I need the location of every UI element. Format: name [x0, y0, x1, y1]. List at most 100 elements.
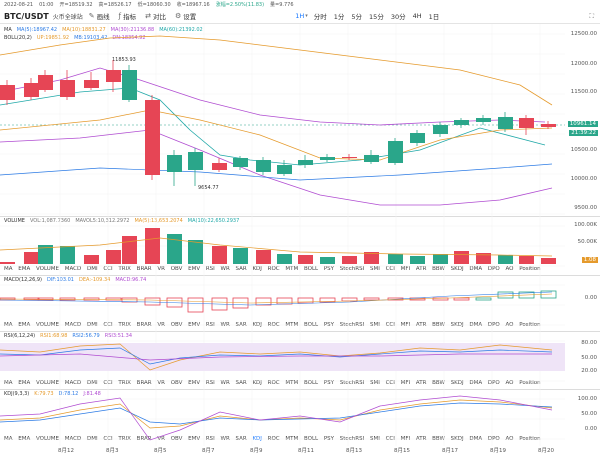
indicator-tab[interactable]: EMA [18, 266, 31, 272]
indicator-tab[interactable]: MA [4, 266, 13, 272]
indicator-tab[interactable]: WR [220, 266, 230, 272]
indicator-tab[interactable]: EMV [188, 266, 201, 272]
timeframe-15m[interactable]: 15分 [369, 13, 384, 21]
indicator-tab[interactable]: KDJ [252, 380, 262, 386]
indicator-tab[interactable]: RSI [205, 266, 215, 272]
indicator-tab[interactable]: DMI [86, 266, 98, 272]
timeframe-line[interactable]: 分时 [313, 13, 327, 21]
indicator-tab[interactable]: ROC [267, 380, 280, 386]
time-axis-label: 8月12 [58, 448, 74, 454]
indicator-tab[interactable]: SMI [369, 266, 380, 272]
indicator-tab[interactable]: MTM [285, 266, 299, 272]
ma-legend: MA MA(5):18967.42 MA(10):18831.27 MA(30)… [4, 27, 203, 33]
indicator-tab[interactable]: SKDJ [450, 266, 464, 272]
draw-button[interactable]: ✎ 画线 [89, 11, 110, 21]
indicator-tab[interactable]: PSY [323, 266, 335, 272]
indicator-tab[interactable]: StochRSI [339, 380, 365, 386]
indicator-tab[interactable]: VOLUME [35, 266, 59, 272]
volume-bar [541, 258, 556, 264]
indicator-tab[interactable]: MFI [400, 380, 411, 386]
last-price-tag: 10961.14 [567, 121, 598, 127]
indicator-tab[interactable]: VR [157, 266, 165, 272]
indicator-tab[interactable]: EMV [188, 380, 201, 386]
indicator-tab[interactable]: CCI [385, 380, 395, 386]
vol-axis-label: 50.00K [577, 239, 597, 245]
indicator-tab[interactable]: DPO [487, 380, 500, 386]
time-axis-label: 8月9 [250, 448, 263, 454]
ma-legend-name: MA [4, 27, 12, 33]
indicator-tab[interactable]: DMA [469, 380, 483, 386]
indicator-tab[interactable]: SKDJ [450, 380, 464, 386]
indicator-tab[interactable]: BBW [432, 266, 445, 272]
indicator-tab[interactable]: ATR [415, 266, 427, 272]
indicator-tab[interactable]: RSI [205, 380, 215, 386]
indicator-tab[interactable]: StochRSI [339, 266, 365, 272]
indicator-tab[interactable]: WR [220, 380, 230, 386]
indicator-tab[interactable]: CCI [385, 266, 395, 272]
indicator-tab[interactable]: KDJ [252, 266, 262, 272]
settings-button-label: 设置 [183, 13, 197, 21]
indicator-tab[interactable]: PSY [323, 380, 335, 386]
indicator-tab[interactable]: MFI [400, 266, 411, 272]
exchange-name[interactable]: 火币全球站 [52, 13, 83, 21]
macd-bar [453, 297, 470, 301]
indicator-tab[interactable]: SMI [369, 380, 380, 386]
macd-bar [276, 297, 293, 305]
boll-upper-line [0, 35, 553, 106]
indicator-tab[interactable]: OBV [170, 266, 183, 272]
timeframe-1h[interactable]: 1H [295, 12, 305, 20]
indicator-tab[interactable]: OBV [170, 380, 183, 386]
info-change: 涨幅=2.50%(11.83) [215, 2, 265, 8]
macd-bar [144, 297, 161, 306]
indicator-tab[interactable]: VR [157, 380, 165, 386]
settings-button[interactable]: ⚙ 设置 [175, 11, 196, 21]
indicator-tab[interactable]: TRIX [118, 266, 131, 272]
indicator-tab[interactable]: Position [519, 266, 541, 272]
indicator-tab[interactable]: BRAR [136, 266, 152, 272]
boll-legend-name: BOLL(20,2) [4, 35, 32, 41]
timeframe-1m[interactable]: 1分 [333, 13, 345, 21]
indicator-tab[interactable]: AO [505, 266, 514, 272]
indicator-tab[interactable]: EMA [18, 380, 31, 386]
macd-dea-line [0, 293, 553, 304]
timeframe-1d[interactable]: 1日 [428, 13, 440, 21]
indicator-tab[interactable]: MACD [64, 266, 82, 272]
indicator-tab[interactable]: BRAR [136, 380, 152, 386]
indicator-button[interactable]: ƒ 指标 [119, 11, 136, 21]
timeframe-30m[interactable]: 30分 [390, 13, 406, 21]
kdj-legend: KDJ(9,3,3) K:79.73 D:78.12 J:81.48 [4, 391, 101, 397]
indicator-tab[interactable]: Position [519, 380, 541, 386]
rsi-axis-label: 50.00 [581, 355, 597, 361]
volume-bar [106, 250, 121, 264]
symbol-name[interactable]: BTC/USDT [4, 11, 49, 21]
indicator-tab[interactable]: DMA [469, 266, 483, 272]
indicator-tab[interactable]: TRIX [118, 380, 131, 386]
indicator-tab[interactable]: BBW [432, 380, 445, 386]
indicator-tab[interactable]: AO [505, 380, 514, 386]
indicator-tab[interactable]: MTM [285, 380, 299, 386]
indicator-tab[interactable]: MA [4, 380, 13, 386]
indicator-icon: ƒ [118, 12, 122, 20]
timeframe-4h[interactable]: 4H [412, 12, 422, 20]
indicator-tab[interactable]: SAR [235, 266, 247, 272]
indicator-tab[interactable]: SAR [235, 380, 247, 386]
indicator-tab[interactable]: BOLL [303, 266, 319, 272]
indicator-tab[interactable]: DPO [487, 266, 500, 272]
countdown-tag: 21:39:22 [569, 130, 598, 136]
indicator-tab[interactable]: ATR [415, 380, 427, 386]
info-time: 01:00 [39, 1, 54, 8]
indicator-tab[interactable]: VOLUME [35, 380, 59, 386]
indicator-tab[interactable]: BOLL [303, 380, 319, 386]
fullscreen-icon[interactable]: ⛶ [589, 11, 594, 20]
low-annotation: 9654.77 [198, 185, 219, 191]
compare-button[interactable]: ⇄ 对比 [145, 11, 166, 21]
time-axis-label: 8月15 [394, 448, 410, 454]
indicator-tab[interactable]: ROC [267, 266, 280, 272]
timeframe-5m[interactable]: 5分 [351, 13, 363, 21]
indicator-tab[interactable]: MACD [64, 380, 82, 386]
chevron-down-icon[interactable]: ▾ [305, 13, 308, 19]
vol-tag: 1.08 [581, 257, 598, 263]
ma30-line [0, 67, 546, 126]
indicator-tab[interactable]: DMI [86, 380, 98, 386]
